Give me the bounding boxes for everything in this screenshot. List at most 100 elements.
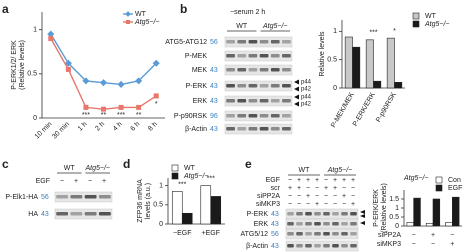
legend-label: WT [425,13,437,20]
blot-label: P-ERK [247,211,269,218]
molecular-weight: 96 [210,113,218,120]
treatment-label: EGF [266,177,280,184]
point [153,93,159,99]
blot-strip [224,80,293,92]
blot-band [237,99,247,103]
treatment-sign: − [324,193,328,200]
treatment-sign: − [351,193,355,200]
molecular-weight: 43 [41,211,49,218]
y-axis-label: P-ERK1/2/ ERK [11,40,18,90]
blot-band [296,244,303,248]
blot-band [305,232,312,236]
blot-band [314,232,321,236]
blot-band [270,127,280,131]
x-tick-label: 10 min [34,121,54,141]
x-tick-label: 30 min [51,121,71,141]
genotype-label: Atg5−/− [84,165,110,172]
blot-band [259,68,269,72]
bar [373,80,382,89]
significance: *** [207,176,215,183]
blot-band [282,68,291,72]
blot-band [270,68,280,72]
blot-band [323,232,330,236]
molecular-weight: 56 [271,231,279,238]
series-line [50,38,157,110]
bar [386,37,395,89]
treatment-sign: − [342,201,346,208]
blot-band [248,68,258,72]
blot-band [226,114,235,118]
blot-band [226,68,235,72]
blot-band [282,99,291,103]
legend-swatch [412,20,420,28]
bar [200,185,212,225]
legend-label: WT [135,11,147,18]
condition: −serum 2 h [230,9,265,16]
band-arrow [360,214,365,218]
treatment-sign: + [342,177,346,184]
treatment-label: siMKP3 [256,201,280,208]
y-tick-label: 1 [333,28,337,35]
significance: *** [369,30,377,37]
blot-strip [224,95,293,107]
blot-band [305,212,312,216]
blot-band [259,40,269,44]
blot-band [341,232,348,236]
blot-label: ERK [193,98,208,105]
molecular-weight: 43 [210,83,218,90]
blot-band [237,68,247,72]
blot-strip [224,110,293,122]
treatment-sign: − [324,177,328,184]
y-axis-label: Relative levels [319,31,326,77]
legend-label: WT [184,165,196,172]
blot-band [332,244,339,248]
blot-band [248,40,258,44]
blot-strip [224,123,293,135]
blot-band [270,99,280,103]
bar [432,198,441,227]
bar [406,222,414,227]
panel-label: c [2,157,9,171]
significance: ** [136,112,142,119]
blot-band [226,99,235,103]
blot-band [270,40,280,44]
treatment-sign: − [297,193,301,200]
condition-sign: − [450,232,454,239]
treatment-sign: − [333,201,337,208]
molecular-weight: 43 [210,67,218,74]
blot-band [323,222,330,226]
treatment-sign: + [315,177,319,184]
band-label: p42 [301,102,312,108]
blot-band [248,84,258,88]
significance: *** [117,112,125,119]
band-label: p44 [301,95,312,101]
blot-band [305,244,312,248]
bar [210,196,222,225]
blot-strip [54,191,113,203]
genotype-label: WT [236,23,248,30]
blot-band [98,195,111,199]
x-tick-label: 4 h [112,121,124,133]
blot-band [287,244,294,248]
legend-swatch [412,12,420,20]
bar [445,222,453,227]
blot-band [259,99,269,103]
band-label: p44 [301,80,312,86]
point [48,36,54,41]
treatment-sign: − [306,201,310,208]
blot-label: P-p90RSK [174,113,207,120]
molecular-weight: 56 [210,39,218,46]
blot-band [282,84,291,88]
blot-band [226,127,235,131]
y-tick-label: 1 [159,183,163,190]
blot-band [237,127,247,131]
legend-swatch [125,11,131,17]
blot-band [70,212,83,216]
point [152,59,160,67]
treatment-sign: + [102,178,106,185]
y-tick-label: 1 [33,27,37,34]
bar [425,223,434,227]
point [117,80,125,88]
genotype-label: WT [299,167,311,174]
molecular-weight: 43 [210,126,218,133]
